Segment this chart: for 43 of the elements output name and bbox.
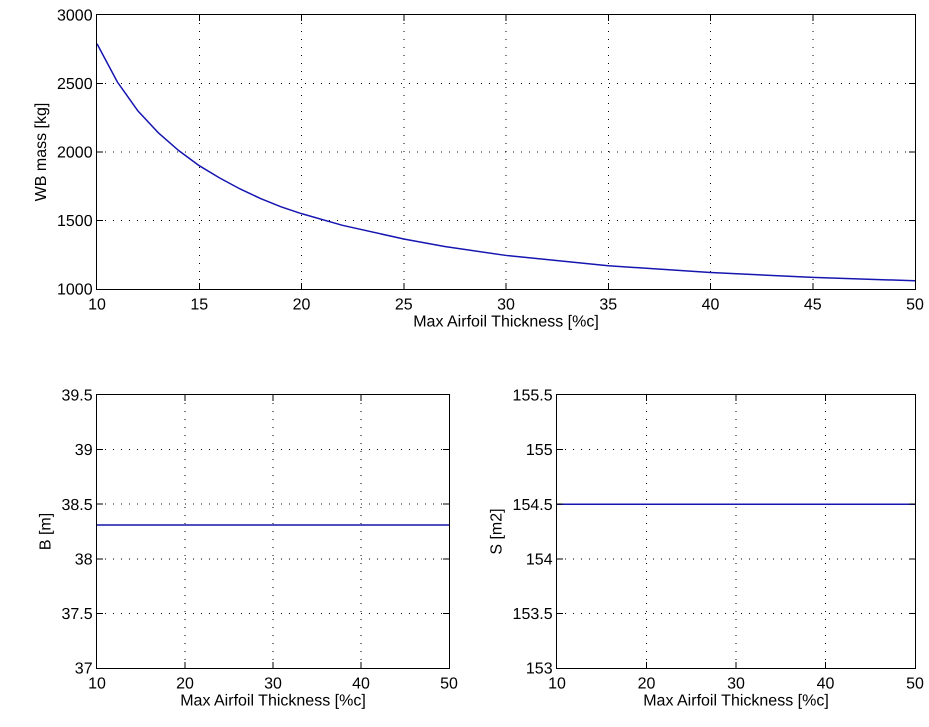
y-tick-label: 1000 bbox=[57, 282, 93, 299]
y-tick-label: 3000 bbox=[57, 8, 93, 25]
x-tick-label: 50 bbox=[440, 675, 458, 692]
x-tick-label: 30 bbox=[264, 675, 282, 692]
y-tick-label: 155.5 bbox=[512, 388, 553, 405]
x-tick-label: 15 bbox=[190, 296, 208, 314]
x-tick-label: 25 bbox=[394, 296, 413, 314]
x-tick-label: 35 bbox=[599, 296, 618, 314]
x-tick-label: 30 bbox=[497, 296, 515, 314]
x-axis-title: Max Airfoil Thickness [%c] bbox=[643, 692, 829, 710]
line-series bbox=[97, 43, 915, 282]
y-tick-label: 38.5 bbox=[61, 496, 93, 514]
y-tick-label: 1500 bbox=[57, 213, 93, 230]
x-tick-label: 10 bbox=[88, 296, 106, 314]
y-tick-label: 39 bbox=[74, 442, 93, 460]
x-tick-label: 50 bbox=[906, 296, 924, 314]
x-tick-label: 45 bbox=[804, 296, 822, 314]
x-tick-label: 50 bbox=[906, 675, 924, 692]
y-axis-title: B [m] bbox=[37, 512, 54, 550]
x-tick-label: 20 bbox=[292, 296, 310, 314]
y-tick-label: 37 bbox=[74, 660, 93, 678]
y-tick-label: 155 bbox=[526, 442, 553, 460]
x-tick-label: 40 bbox=[352, 675, 370, 692]
y-axis-title: WB mass [kg] bbox=[33, 102, 50, 202]
x-axis-title: Max Airfoil Thickness [%c] bbox=[413, 313, 599, 330]
y-tick-label: 38 bbox=[74, 551, 93, 568]
y-tick-label: 153 bbox=[526, 660, 553, 678]
y-tick-label: 154 bbox=[526, 551, 553, 568]
y-tick-label: 37.5 bbox=[61, 606, 93, 623]
y-tick-label: 154.5 bbox=[512, 496, 553, 514]
x-tick-label: 20 bbox=[638, 675, 656, 692]
y-tick-label: 2500 bbox=[57, 76, 93, 94]
y-tick-label: 2000 bbox=[57, 144, 93, 162]
x-tick-label: 40 bbox=[816, 675, 834, 692]
y-tick-label: 153.5 bbox=[512, 606, 553, 623]
x-tick-label: 40 bbox=[702, 296, 720, 314]
y-axis-title: S [m2] bbox=[488, 508, 506, 555]
x-tick-label: 10 bbox=[88, 675, 106, 692]
x-axis-title: Max Airfoil Thickness [%c] bbox=[180, 692, 366, 710]
x-tick-label: 20 bbox=[176, 675, 194, 692]
x-tick-label: 30 bbox=[727, 675, 745, 692]
y-tick-label: 39.5 bbox=[61, 388, 93, 405]
x-tick-label: 10 bbox=[548, 675, 566, 692]
